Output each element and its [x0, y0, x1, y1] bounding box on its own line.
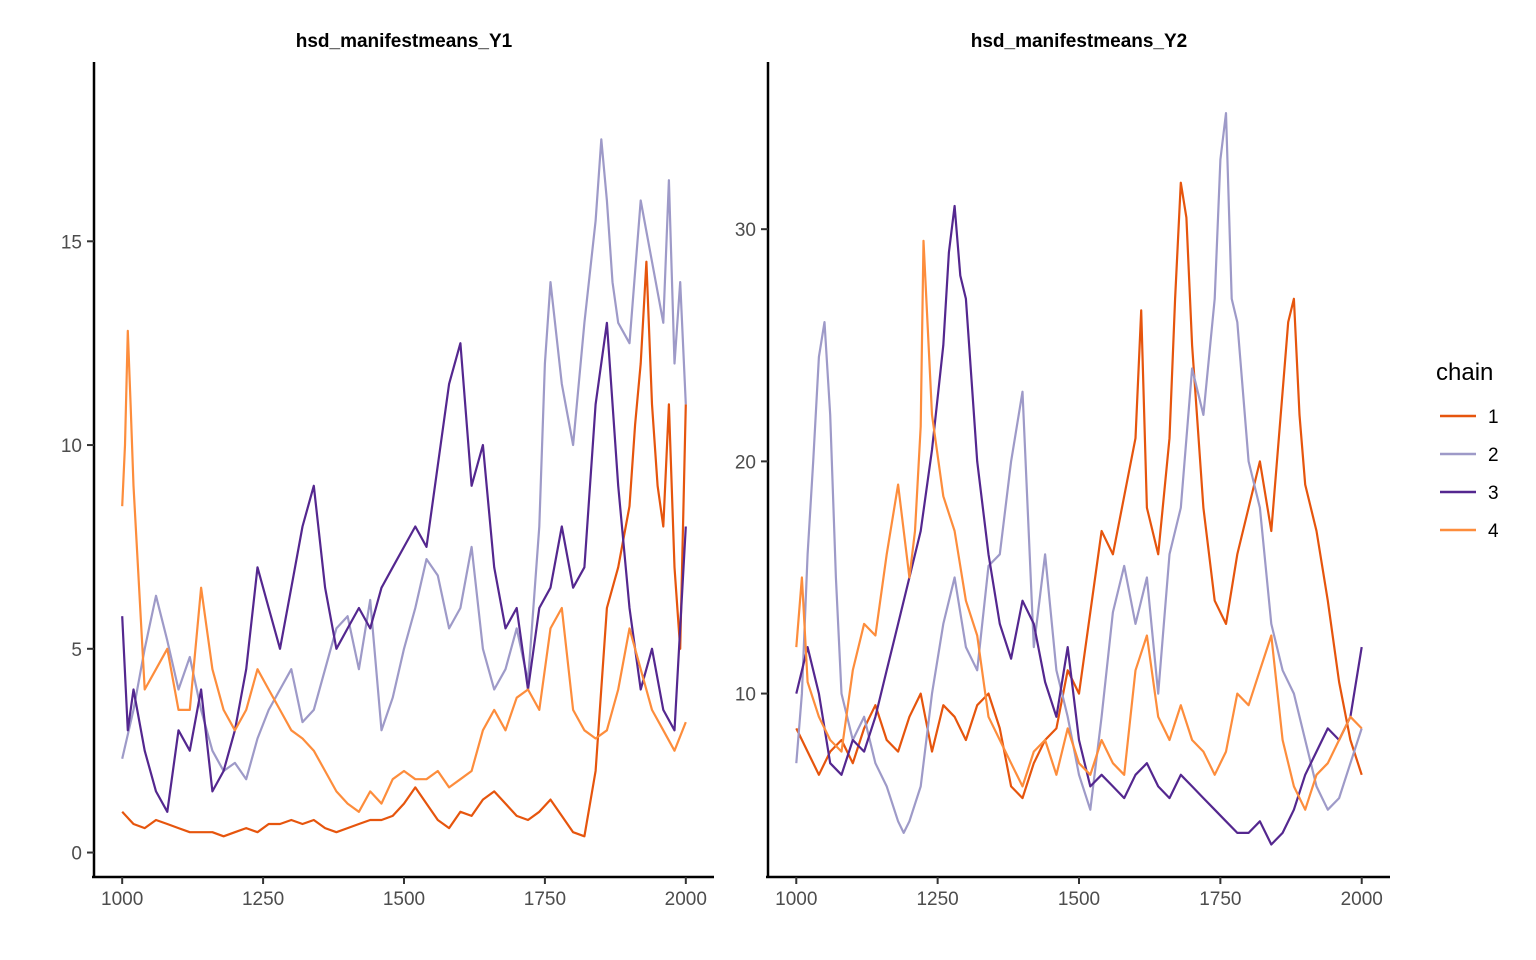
series-line-chain-4	[121, 329, 687, 813]
panel-y1: hsd_manifestmeans_Y1 0 5 10 15 1000 1250 1500 1…	[61, 31, 714, 910]
series-lines-y2	[795, 111, 1363, 846]
series-line-chain-3	[121, 321, 687, 813]
y-tick-label: 0	[71, 844, 82, 865]
series-line-chain-1	[795, 181, 1363, 800]
legend-label-chain-1: 1	[1488, 407, 1499, 428]
series-lines-y1	[121, 138, 687, 838]
x-tick-label: 1250	[242, 889, 284, 910]
y-tick-label: 10	[61, 436, 82, 457]
ticks-y1: 0 5 10 15 1000 1250 1500 1750 2000	[61, 232, 707, 910]
series-line-chain-2	[795, 111, 1363, 835]
x-tick-label: 1000	[101, 889, 143, 910]
legend-label-chain-2: 2	[1488, 445, 1499, 466]
x-tick-label: 1000	[775, 889, 817, 910]
y-tick-label: 5	[71, 640, 82, 661]
y-tick-label: 15	[61, 232, 82, 253]
y-tick-label: 30	[735, 220, 756, 241]
x-tick-label: 1250	[916, 889, 958, 910]
series-line-chain-2	[121, 138, 687, 781]
legend-label-chain-4: 4	[1488, 521, 1499, 542]
legend: chain 1 2 3 4	[1436, 359, 1499, 542]
x-tick-label: 2000	[1341, 889, 1383, 910]
series-line-chain-3	[795, 204, 1363, 846]
panel-title-y2: hsd_manifestmeans_Y2	[971, 31, 1188, 52]
legend-entries: 1 2 3 4	[1440, 407, 1499, 542]
legend-title: chain	[1436, 359, 1493, 386]
series-line-chain-4	[795, 239, 1363, 811]
y-tick-label: 20	[735, 452, 756, 473]
x-tick-label: 1500	[383, 889, 425, 910]
x-tick-label: 1500	[1058, 889, 1100, 910]
series-line-chain-1	[121, 260, 687, 838]
y-tick-label: 10	[735, 685, 756, 706]
panel-title-y1: hsd_manifestmeans_Y1	[296, 31, 513, 52]
legend-label-chain-3: 3	[1488, 483, 1499, 504]
x-tick-label: 1750	[524, 889, 566, 910]
x-tick-label: 1750	[1199, 889, 1241, 910]
ticks-y2: 10 20 30 1000 1250 1500 1750 2000	[735, 220, 1383, 910]
x-tick-label: 2000	[665, 889, 707, 910]
